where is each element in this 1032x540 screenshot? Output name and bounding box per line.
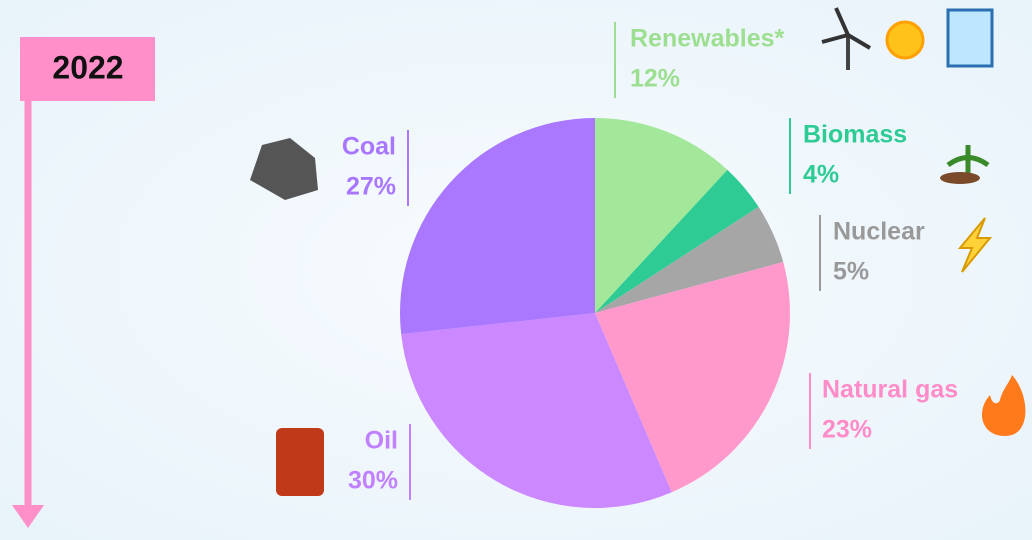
icons bbox=[250, 7, 1026, 496]
pie-slice bbox=[595, 118, 728, 313]
soil bbox=[940, 172, 980, 184]
slice-value: 12% bbox=[630, 65, 680, 93]
slice-label: Renewables* bbox=[630, 25, 785, 53]
year: 2022 bbox=[52, 49, 123, 85]
barrel bbox=[276, 428, 324, 496]
fire bbox=[982, 375, 1026, 436]
year-box bbox=[20, 37, 155, 101]
timeline-arrow bbox=[12, 505, 44, 528]
pie-slice bbox=[595, 262, 790, 493]
rock bbox=[250, 138, 318, 200]
slice-label: Coal bbox=[342, 133, 396, 161]
slice-label: Biomass bbox=[803, 121, 907, 149]
pie-slice bbox=[595, 169, 759, 313]
pie-slice bbox=[401, 313, 672, 509]
sun bbox=[885, 20, 925, 60]
pie-slice bbox=[595, 206, 784, 313]
slice-label: Oil bbox=[365, 427, 398, 455]
pie-slice bbox=[399, 118, 595, 335]
slice-value: 27% bbox=[346, 173, 396, 201]
slice-value: 4% bbox=[803, 161, 839, 189]
slice-value: 30% bbox=[348, 467, 398, 495]
dam bbox=[946, 8, 994, 68]
slice-label: Nuclear bbox=[833, 218, 925, 246]
bolt bbox=[957, 217, 993, 273]
slice-label: Natural gas bbox=[822, 376, 958, 404]
slice-value: 5% bbox=[833, 258, 869, 286]
slice-value: 23% bbox=[822, 416, 872, 444]
wind-blades bbox=[821, 7, 872, 50]
